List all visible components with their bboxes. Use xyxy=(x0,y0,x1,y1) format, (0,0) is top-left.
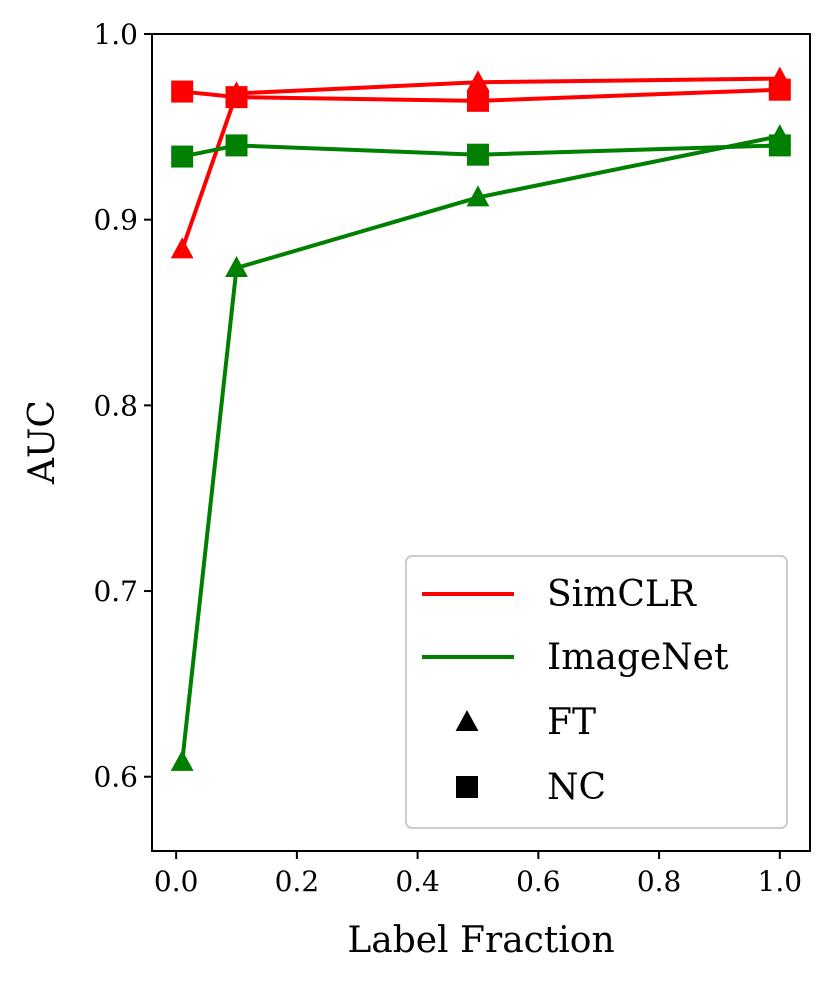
data-point-triangle xyxy=(225,255,248,277)
y-tick-label: 1.0 xyxy=(93,18,138,51)
data-point-square xyxy=(466,143,489,166)
series-simclr-nc xyxy=(171,78,791,112)
y-tick-label: 0.6 xyxy=(93,761,138,794)
data-point-triangle xyxy=(170,749,194,771)
data-point-square xyxy=(225,86,248,109)
data-point-triangle xyxy=(466,70,490,92)
data-point-square xyxy=(225,134,248,157)
legend: SimCLR ImageNet FT NC xyxy=(405,555,788,829)
series-line xyxy=(181,87,780,103)
data-point-square xyxy=(171,145,194,168)
plot-area xyxy=(170,66,792,771)
legend-label: NC xyxy=(547,767,606,808)
legend-label: ImageNet xyxy=(547,637,729,678)
x-tick-label: 0.8 xyxy=(637,865,682,898)
x-tick-label: 1.0 xyxy=(758,865,803,898)
y-tick-label: 0.9 xyxy=(93,204,138,237)
legend-item-imagenet: ImageNet xyxy=(422,637,729,678)
y-axis-label: AUC xyxy=(22,400,63,485)
series-line xyxy=(180,134,781,763)
y-tick-label: 0.7 xyxy=(93,575,138,608)
data-point-triangle xyxy=(170,237,194,259)
legend-box xyxy=(405,555,788,829)
data-point-square xyxy=(768,78,791,101)
x-tick-label: 0.0 xyxy=(154,865,199,898)
data-point-square xyxy=(466,89,489,112)
series-line xyxy=(181,143,780,159)
legend-item-ft: FT xyxy=(455,702,596,743)
legend-item-nc: NC xyxy=(456,767,606,808)
legend-label: FT xyxy=(547,702,596,743)
x-tick-label: 0.4 xyxy=(395,865,440,898)
x-tick-label: 0.2 xyxy=(275,865,320,898)
data-point-square xyxy=(171,80,194,103)
data-point-square xyxy=(768,134,791,157)
y-tick-label: 0.8 xyxy=(93,389,138,422)
axes-frame xyxy=(151,33,811,852)
legend-triangle-marker xyxy=(455,710,479,731)
series-imagenet-nc xyxy=(171,134,791,168)
legend-square-marker xyxy=(456,776,478,798)
axes: 0.0 0.2 0.4 0.6 0.8 1.0 0.6 0.7 0.8 0.9 1.0 xyxy=(93,18,811,898)
x-axis-label: Label Fraction xyxy=(347,920,614,961)
legend-label: SimCLR xyxy=(547,574,697,615)
data-point-triangle xyxy=(466,185,490,207)
legend-item-simclr: SimCLR xyxy=(422,574,697,615)
x-tick-label: 0.6 xyxy=(516,865,561,898)
series-line xyxy=(180,76,780,251)
